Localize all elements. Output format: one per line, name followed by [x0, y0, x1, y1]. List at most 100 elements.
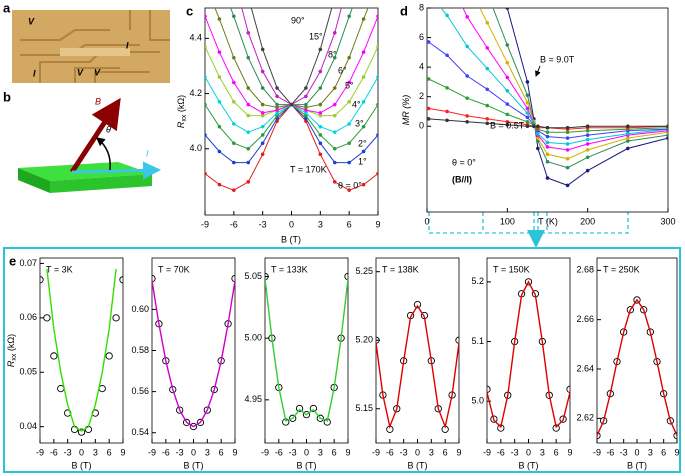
annotation-arrow — [535, 65, 541, 77]
data-circle — [413, 300, 422, 309]
data-circle — [265, 272, 269, 281]
data-dot — [347, 14, 352, 19]
x-tick-label: -3 — [176, 447, 184, 457]
x-tick-label: 9 — [674, 447, 679, 457]
data-circle — [316, 414, 324, 422]
data-circle — [77, 428, 86, 436]
data-circle — [600, 417, 608, 425]
data-dot — [376, 102, 378, 107]
data-dot — [332, 86, 337, 90]
x-tick-label: 6 — [347, 219, 352, 229]
data-dot — [545, 134, 550, 139]
data-dot — [260, 69, 265, 74]
data-dot — [275, 86, 279, 90]
data-dot — [318, 141, 323, 146]
panel-label: d — [400, 3, 408, 18]
current-label: I — [146, 148, 149, 158]
x-tick-label: 9 — [120, 447, 125, 457]
x-axis-label: B (T) — [627, 460, 647, 470]
panel-label: c — [186, 3, 193, 18]
x-tick-label: 0 — [634, 447, 639, 457]
data-dot — [347, 99, 352, 104]
y-tick-label: 2.66 — [576, 314, 594, 324]
x-tick-label: -9 — [261, 447, 269, 457]
data-dot — [585, 142, 590, 146]
data-dot — [260, 102, 265, 107]
series-line — [205, 103, 378, 164]
y-tick-label: 4.4 — [189, 33, 202, 43]
data-dot — [217, 75, 222, 79]
data-dot — [625, 124, 630, 129]
data-circle — [40, 276, 44, 284]
plot-title: T = 70K — [158, 264, 190, 274]
y-tick-label: 2 — [419, 91, 424, 101]
data-dot — [332, 55, 337, 60]
x-tick-label: 200 — [580, 216, 595, 226]
data-dot — [231, 141, 236, 146]
data-dot — [485, 66, 490, 71]
x-tick-label: 6 — [219, 447, 224, 457]
data-dot — [260, 86, 265, 90]
data-dot — [376, 133, 378, 137]
data-dot — [505, 60, 510, 65]
data-circle — [524, 278, 533, 286]
data-dot — [465, 15, 470, 19]
data-dot — [525, 80, 530, 84]
data-circle — [633, 296, 641, 304]
field-arrow — [69, 97, 121, 174]
x-tick-label: 0 — [304, 447, 309, 457]
data-dot — [217, 124, 222, 129]
data-dot — [318, 124, 323, 129]
x-tick-label: -3 — [64, 447, 72, 457]
data-dot — [525, 115, 530, 120]
data-circle — [176, 406, 184, 414]
data-dot — [445, 53, 449, 58]
panel-label: e — [9, 253, 16, 268]
data-circle — [169, 385, 177, 394]
data-circle — [376, 336, 380, 344]
x-tick-label: 6 — [661, 447, 666, 457]
y-axis-label: MR (%) — [401, 95, 411, 126]
data-dot — [347, 141, 352, 146]
data-circle — [490, 415, 498, 423]
x-tick-label: -6 — [50, 447, 58, 457]
x-tick-label: -3 — [400, 447, 408, 457]
annotation: B = 9.0T — [540, 54, 575, 64]
data-dot — [246, 146, 251, 151]
data-dot — [318, 102, 323, 107]
data-dot — [525, 106, 530, 111]
y-tick-label: 0.07 — [19, 258, 37, 268]
plot-series — [152, 274, 235, 431]
data-dot — [332, 180, 337, 184]
data-dot — [536, 146, 540, 151]
x-tick-label: 0 — [79, 447, 84, 457]
data-circle — [57, 384, 65, 393]
annotation: (B//I) — [452, 174, 472, 184]
data-dot — [361, 99, 366, 104]
data-dot — [361, 75, 366, 79]
data-dot — [361, 149, 366, 154]
series-line — [428, 78, 668, 133]
x-tick-label: 6 — [443, 447, 448, 457]
x-tick-label: -6 — [230, 219, 238, 229]
annotation: T = 170K — [290, 164, 327, 174]
data-dot — [666, 133, 668, 137]
plot-frame — [39, 257, 124, 444]
plot-title: T = 3K — [46, 264, 73, 274]
data-dot — [205, 44, 207, 49]
data-dot — [205, 133, 207, 137]
y-tick-label: 8 — [419, 2, 424, 12]
data-circle — [196, 418, 205, 427]
data-circle — [640, 306, 648, 314]
annotation: θ = 0° — [452, 157, 476, 167]
plot-series — [205, 8, 378, 193]
annotation: B = 0.5T — [490, 120, 525, 130]
x-axis-label: B (T) — [281, 234, 301, 244]
photo-label: I — [126, 40, 129, 50]
data-dot — [260, 111, 265, 115]
x-tick-label: 9 — [567, 447, 572, 457]
data-dot — [361, 17, 366, 21]
data-dot — [465, 44, 470, 49]
data-dot — [275, 102, 279, 107]
data-circle — [210, 385, 218, 394]
